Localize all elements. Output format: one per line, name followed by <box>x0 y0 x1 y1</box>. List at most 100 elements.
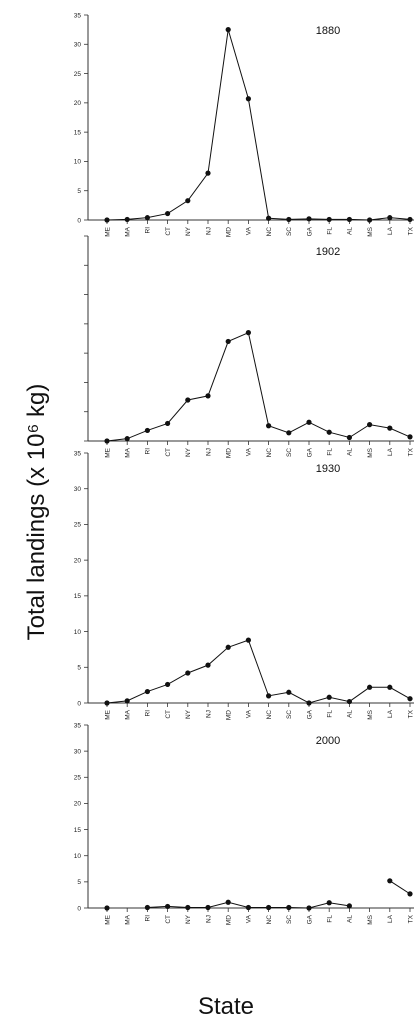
x-tick-label-ME: ME <box>104 226 111 236</box>
y-tick-label: 0 <box>77 217 81 224</box>
data-point-VA <box>245 330 251 336</box>
panel-title: 1880 <box>316 25 340 37</box>
y-tick-label: 25 <box>74 522 82 529</box>
data-point-FL <box>326 216 332 223</box>
data-point-MD <box>225 899 231 905</box>
x-tick-label-SC: SC <box>286 710 293 719</box>
data-point-LA <box>387 215 393 221</box>
data-point-GA <box>306 419 312 425</box>
x-tick-label-NC: NC <box>266 227 273 237</box>
data-point-MS <box>367 422 373 428</box>
x-tick-label-MS: MS <box>367 709 374 719</box>
x-tick-label-RI: RI <box>145 448 152 455</box>
data-point-NJ <box>205 170 211 176</box>
x-tick-label-LA: LA <box>387 914 394 923</box>
x-tick-label-MD: MD <box>226 227 233 237</box>
x-tick-label-ME: ME <box>104 447 111 457</box>
x-tick-label-AL: AL <box>347 448 354 456</box>
y-axis-title: Total landings (x 10⁶ kg) <box>23 384 50 641</box>
x-tick-label-GA: GA <box>306 447 313 457</box>
data-point-FL <box>326 429 332 435</box>
x-tick-label-SC: SC <box>286 227 293 236</box>
x-tick-label-NJ: NJ <box>205 915 212 923</box>
x-tick-label-AL: AL <box>347 915 354 923</box>
data-point-MD <box>225 644 231 650</box>
x-tick-label-ME: ME <box>104 914 111 924</box>
x-tick-label-TX: TX <box>407 914 414 923</box>
x-tick-label-NJ: NJ <box>205 710 212 718</box>
y-tick-label: 25 <box>74 775 82 782</box>
x-tick-label-CT: CT <box>165 448 172 457</box>
data-point-NC <box>266 693 272 699</box>
series-line <box>106 331 411 442</box>
x-tick-label-GA: GA <box>306 226 313 236</box>
x-tick-label-MS: MS <box>367 226 374 236</box>
x-tick-label-CT: CT <box>165 710 172 719</box>
y-tick-label: 5 <box>77 188 81 195</box>
data-point-RI <box>144 215 150 221</box>
data-point-TX <box>407 216 413 223</box>
x-tick-label-AL: AL <box>347 710 354 718</box>
data-point-VA <box>245 96 251 102</box>
x-tick-label-FL: FL <box>327 227 334 235</box>
y-tick-label: 5 <box>77 665 81 672</box>
x-tick-label-NC: NC <box>266 710 273 720</box>
data-point-SC <box>286 216 292 223</box>
data-point-MA <box>124 436 130 442</box>
x-tick-label-NJ: NJ <box>205 448 212 456</box>
x-tick-label-MS: MS <box>367 447 374 457</box>
data-point-NC <box>266 215 272 221</box>
data-point-GA <box>306 905 312 911</box>
x-tick-label-MS: MS <box>367 914 374 924</box>
data-point-RI <box>144 688 150 695</box>
data-point-AL <box>346 903 352 909</box>
x-tick-label-FL: FL <box>327 710 334 718</box>
panel-title: 1902 <box>316 246 340 258</box>
panel-title: 2000 <box>316 735 340 747</box>
y-tick-label: 10 <box>74 853 82 860</box>
x-tick-label-TX: TX <box>407 226 414 235</box>
y-tick-label: 35 <box>74 722 82 729</box>
y-tick-label: 35 <box>74 450 82 457</box>
data-point-SC <box>286 904 292 911</box>
y-tick-label: 25 <box>74 71 82 78</box>
data-point-MD <box>225 27 231 33</box>
x-tick-label-VA: VA <box>246 447 253 456</box>
x-tick-label-NY: NY <box>185 226 192 236</box>
x-tick-label-MD: MD <box>226 710 233 720</box>
x-tick-label-FL: FL <box>327 915 334 923</box>
x-tick-label-MA: MA <box>125 226 132 236</box>
chart-panels: 0 5 10 15 20 25 30 35 ME MA RI CT NY NJ MD VA NC SC GA FL AL… <box>74 12 415 925</box>
data-point-NC <box>266 904 272 911</box>
data-point-AL <box>346 434 352 441</box>
data-point-ME <box>104 700 110 706</box>
y-tick-label: 10 <box>74 629 82 636</box>
data-point-MS <box>367 217 373 223</box>
data-point-MA <box>124 216 130 223</box>
x-axis-title: State <box>198 993 254 1020</box>
x-tick-label-CT: CT <box>165 227 172 236</box>
data-point-AL <box>346 216 352 223</box>
x-tick-label-TX: TX <box>407 447 414 456</box>
data-point-CT <box>165 420 171 427</box>
x-tick-label-NY: NY <box>185 709 192 719</box>
chart-panel-1930: 0 5 10 15 20 25 30 35 ME MA RI CT NY NJ MD VA NC SC GA FL AL… <box>74 450 415 720</box>
data-point-SC <box>286 430 292 436</box>
x-tick-label-LA: LA <box>387 447 394 456</box>
series-line <box>106 29 411 221</box>
data-point-GA <box>306 216 312 222</box>
y-tick-label: 30 <box>74 748 82 755</box>
y-tick-label: 35 <box>74 12 82 19</box>
y-tick-label: 10 <box>74 159 82 166</box>
y-tick-label: 20 <box>74 100 82 107</box>
data-point-NJ <box>205 393 211 399</box>
data-point-LA <box>387 684 393 690</box>
x-tick-label-MA: MA <box>125 914 132 924</box>
x-tick-label-VA: VA <box>246 226 253 235</box>
data-point-NY <box>185 198 191 204</box>
data-point-NY <box>185 670 191 676</box>
data-point-RI <box>144 427 150 434</box>
y-tick-label: 15 <box>74 827 82 834</box>
x-tick-label-MD: MD <box>226 448 233 458</box>
data-point-NY <box>185 397 191 403</box>
